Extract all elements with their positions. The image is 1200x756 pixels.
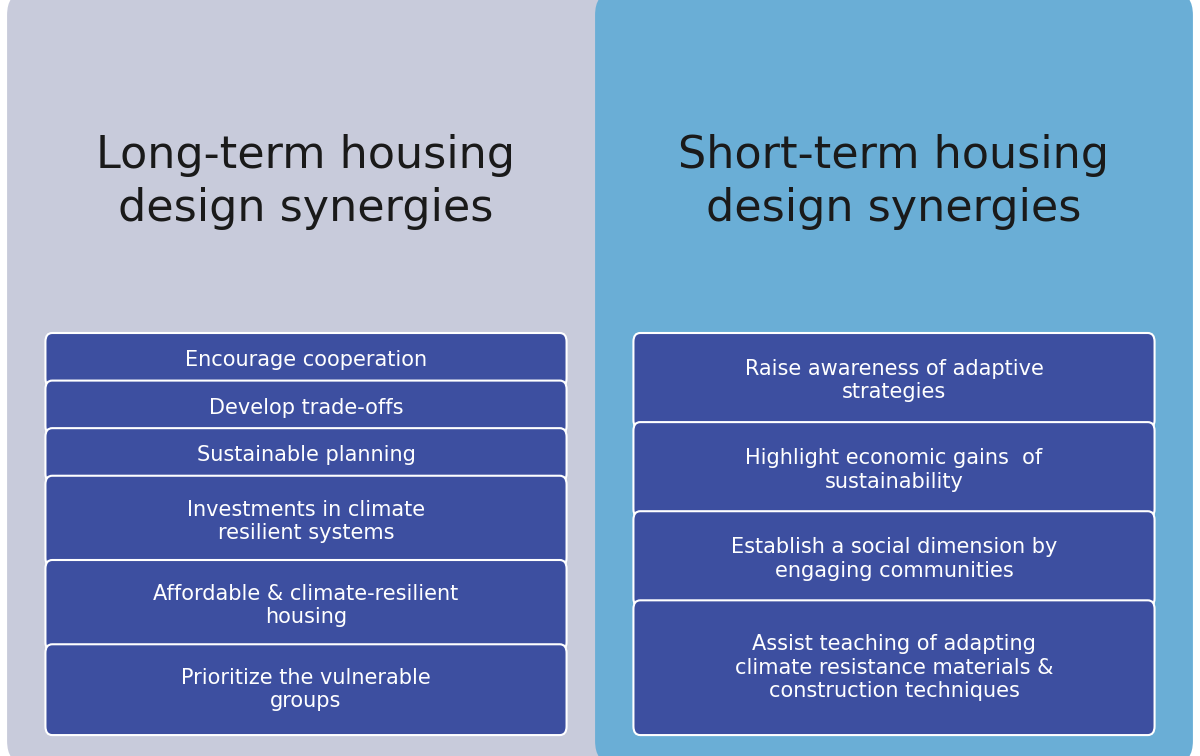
Text: Develop trade-offs: Develop trade-offs — [209, 398, 403, 417]
FancyBboxPatch shape — [46, 560, 566, 651]
FancyBboxPatch shape — [634, 422, 1154, 518]
Text: Sustainable planning: Sustainable planning — [197, 445, 415, 465]
Text: Assist teaching of adapting
climate resistance materials &
construction techniqu: Assist teaching of adapting climate resi… — [734, 634, 1054, 701]
FancyBboxPatch shape — [7, 0, 605, 756]
FancyBboxPatch shape — [46, 644, 566, 735]
Text: Investments in climate
resilient systems: Investments in climate resilient systems — [187, 500, 425, 543]
Text: Affordable & climate-resilient
housing: Affordable & climate-resilient housing — [154, 584, 458, 627]
Text: Prioritize the vulnerable
groups: Prioritize the vulnerable groups — [181, 668, 431, 711]
Text: Long-term housing
design synergies: Long-term housing design synergies — [96, 134, 516, 230]
Text: Establish a social dimension by
engaging communities: Establish a social dimension by engaging… — [731, 538, 1057, 581]
FancyBboxPatch shape — [46, 380, 566, 435]
Text: Encourage cooperation: Encourage cooperation — [185, 350, 427, 370]
Text: Raise awareness of adaptive
strategies: Raise awareness of adaptive strategies — [744, 359, 1044, 402]
FancyBboxPatch shape — [634, 600, 1154, 735]
FancyBboxPatch shape — [46, 476, 566, 566]
FancyBboxPatch shape — [634, 333, 1154, 429]
FancyBboxPatch shape — [46, 428, 566, 482]
Text: Short-term housing
design synergies: Short-term housing design synergies — [678, 134, 1110, 230]
FancyBboxPatch shape — [595, 0, 1193, 756]
FancyBboxPatch shape — [634, 511, 1154, 607]
FancyBboxPatch shape — [46, 333, 566, 387]
Text: Highlight economic gains  of
sustainability: Highlight economic gains of sustainabili… — [745, 448, 1043, 491]
